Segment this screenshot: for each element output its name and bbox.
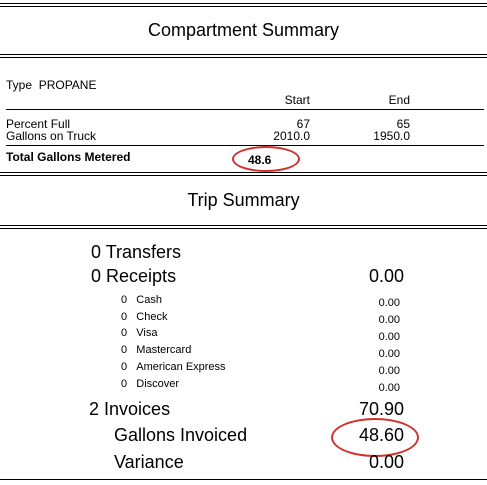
divider bbox=[0, 479, 487, 480]
discover-label: Discover bbox=[136, 378, 180, 390]
divider bbox=[0, 228, 487, 229]
visa-line: 0 Visa bbox=[121, 327, 158, 339]
transfers-count: 0 bbox=[91, 242, 102, 262]
divider bbox=[0, 6, 487, 7]
discover-line: 0 Discover bbox=[121, 378, 179, 390]
invoices-label: Invoices bbox=[104, 399, 171, 419]
divider bbox=[6, 109, 484, 110]
percent-full-start: 67 bbox=[296, 117, 310, 131]
variance-label: Variance bbox=[114, 452, 184, 472]
cash-line: 0 Cash bbox=[121, 294, 162, 306]
variance-amount: 0.00 bbox=[368, 452, 404, 472]
divider bbox=[0, 172, 487, 173]
highlight-circle bbox=[331, 418, 419, 457]
check-count: 0 bbox=[121, 311, 128, 323]
mastercard-label: Mastercard bbox=[136, 344, 192, 356]
type-label: Type bbox=[6, 78, 33, 92]
divider bbox=[6, 145, 484, 146]
transfers-line: 0 Transfers bbox=[91, 242, 181, 263]
cash-amount: 0.00 bbox=[378, 297, 400, 309]
invoices-amount: 70.90 bbox=[358, 399, 404, 419]
discover-count: 0 bbox=[121, 378, 128, 390]
receipts-line: 0 Receipts bbox=[91, 266, 176, 287]
highlight-circle bbox=[232, 146, 300, 172]
divider bbox=[0, 54, 487, 55]
divider bbox=[0, 57, 487, 58]
american-express-label: American Express bbox=[136, 361, 226, 373]
total-gallons-metered-label: Total Gallons Metered bbox=[6, 150, 131, 164]
american-express-amount: 0.00 bbox=[378, 365, 400, 377]
visa-count: 0 bbox=[121, 327, 128, 339]
mastercard-count: 0 bbox=[121, 344, 128, 356]
receipts-count: 0 bbox=[91, 266, 102, 286]
discover-amount: 0.00 bbox=[378, 382, 400, 394]
visa-label: Visa bbox=[136, 327, 158, 339]
receipts-amount: 0.00 bbox=[368, 266, 404, 286]
transfers-label: Transfers bbox=[105, 242, 182, 262]
type-value: PROPANE bbox=[38, 78, 97, 92]
check-label: Check bbox=[136, 311, 168, 323]
gallons-invoiced-label: Gallons Invoiced bbox=[114, 425, 248, 445]
type-line: Type PROPANE bbox=[6, 78, 96, 92]
check-amount: 0.00 bbox=[378, 314, 400, 326]
visa-amount: 0.00 bbox=[378, 331, 400, 343]
cash-count: 0 bbox=[121, 294, 128, 306]
american-express-count: 0 bbox=[121, 361, 128, 373]
mastercard-line: 0 Mastercard bbox=[121, 344, 191, 356]
end-column-header: End bbox=[388, 93, 410, 107]
american-express-line: 0 American Express bbox=[121, 361, 226, 373]
gallons-on-truck-end: 1950.0 bbox=[373, 129, 410, 143]
percent-full-end: 65 bbox=[396, 117, 410, 131]
divider bbox=[0, 175, 487, 176]
invoices-count: 2 bbox=[89, 399, 100, 419]
receipts-label: Receipts bbox=[106, 266, 177, 286]
start-column-header: Start bbox=[284, 93, 310, 107]
cash-label: Cash bbox=[136, 294, 162, 306]
invoices-line: 2 Invoices bbox=[89, 399, 170, 420]
mastercard-amount: 0.00 bbox=[378, 348, 400, 360]
gallons-on-truck-start: 2010.0 bbox=[273, 129, 310, 143]
check-line: 0 Check bbox=[121, 311, 167, 323]
gallons-on-truck-label: Gallons on Truck bbox=[6, 129, 97, 143]
trip-summary-title: Trip Summary bbox=[187, 190, 300, 210]
compartment-summary-title: Compartment Summary bbox=[147, 20, 340, 40]
divider bbox=[0, 3, 487, 4]
percent-full-label: Percent Full bbox=[6, 117, 71, 131]
divider bbox=[0, 225, 487, 226]
